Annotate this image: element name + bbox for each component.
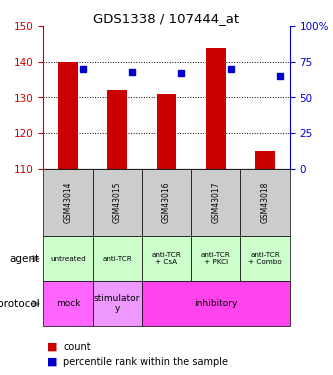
Text: anti-TCR
+ CsA: anti-TCR + CsA: [152, 252, 181, 265]
Bar: [157, 94, 176, 169]
Text: GSM43018: GSM43018: [260, 182, 270, 223]
Text: ■: ■: [47, 342, 57, 352]
Text: anti-TCR
+ Combo: anti-TCR + Combo: [248, 252, 282, 265]
Bar: [191, 169, 240, 236]
Bar: [107, 90, 127, 169]
Text: stimulator
y: stimulator y: [94, 294, 141, 314]
Text: anti-TCR: anti-TCR: [102, 256, 132, 262]
Title: GDS1338 / 107444_at: GDS1338 / 107444_at: [94, 12, 239, 25]
Text: GSM43014: GSM43014: [63, 182, 73, 223]
Text: untreated: untreated: [50, 256, 86, 262]
Text: GSM43017: GSM43017: [211, 182, 220, 223]
Bar: [191, 236, 240, 281]
Bar: [93, 281, 142, 326]
Bar: [240, 169, 290, 236]
Text: mock: mock: [56, 299, 80, 308]
Text: percentile rank within the sample: percentile rank within the sample: [63, 357, 228, 367]
Bar: [240, 236, 290, 281]
Bar: [142, 281, 290, 326]
Text: agent: agent: [10, 254, 40, 264]
Bar: [43, 169, 93, 236]
Bar: [142, 236, 191, 281]
Bar: [43, 236, 93, 281]
Bar: [58, 62, 78, 169]
Text: ■: ■: [47, 357, 57, 367]
Text: GSM43015: GSM43015: [113, 182, 122, 223]
Bar: [142, 169, 191, 236]
Bar: [255, 151, 275, 169]
Bar: [93, 169, 142, 236]
Bar: [206, 48, 226, 169]
Text: GSM43016: GSM43016: [162, 182, 171, 223]
Bar: [93, 236, 142, 281]
Text: protocol: protocol: [0, 299, 40, 309]
Text: count: count: [63, 342, 91, 352]
Text: inhibitory: inhibitory: [194, 299, 237, 308]
Bar: [43, 281, 93, 326]
Text: anti-TCR
+ PKCi: anti-TCR + PKCi: [201, 252, 231, 265]
